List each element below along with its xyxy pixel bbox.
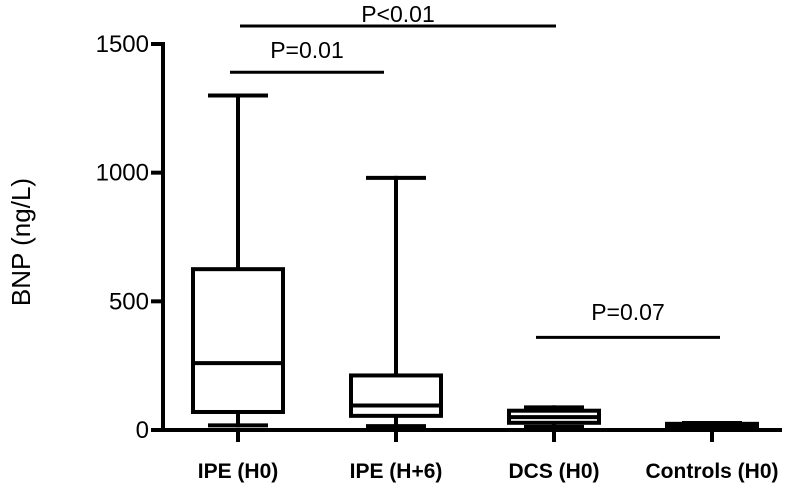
y-axis-title: BNP (ng/L) <box>6 178 36 306</box>
x-tick-label: DCS (H0) <box>508 460 599 483</box>
y-tick-label: 1000 <box>96 160 149 187</box>
y-tick-label: 0 <box>136 417 149 444</box>
box-1 <box>191 93 285 428</box>
iqr-box <box>349 373 443 418</box>
box-2 <box>349 175 443 429</box>
x-tick-label: Controls (H0) <box>646 460 779 483</box>
significance-annotations: P<0.01 P=0.01 P=0.07 <box>230 1 720 339</box>
box-4 <box>665 421 759 429</box>
y-tick-label: 1500 <box>96 31 149 58</box>
iqr-box <box>191 267 285 414</box>
box-series <box>191 93 759 429</box>
y-tick-label: 500 <box>109 288 149 315</box>
significance-label: P=0.07 <box>591 299 665 325</box>
axes: 0 500 1000 1500 IPE (H0) IPE (H+6) DCS (H0) Con… <box>96 31 782 483</box>
significance-label: P=0.01 <box>270 37 344 63</box>
x-tick-label: IPE (H+6) <box>350 460 443 483</box>
x-tick-label: IPE (H0) <box>198 460 279 483</box>
significance-label: P<0.01 <box>361 1 435 27</box>
box-3 <box>507 405 601 429</box>
